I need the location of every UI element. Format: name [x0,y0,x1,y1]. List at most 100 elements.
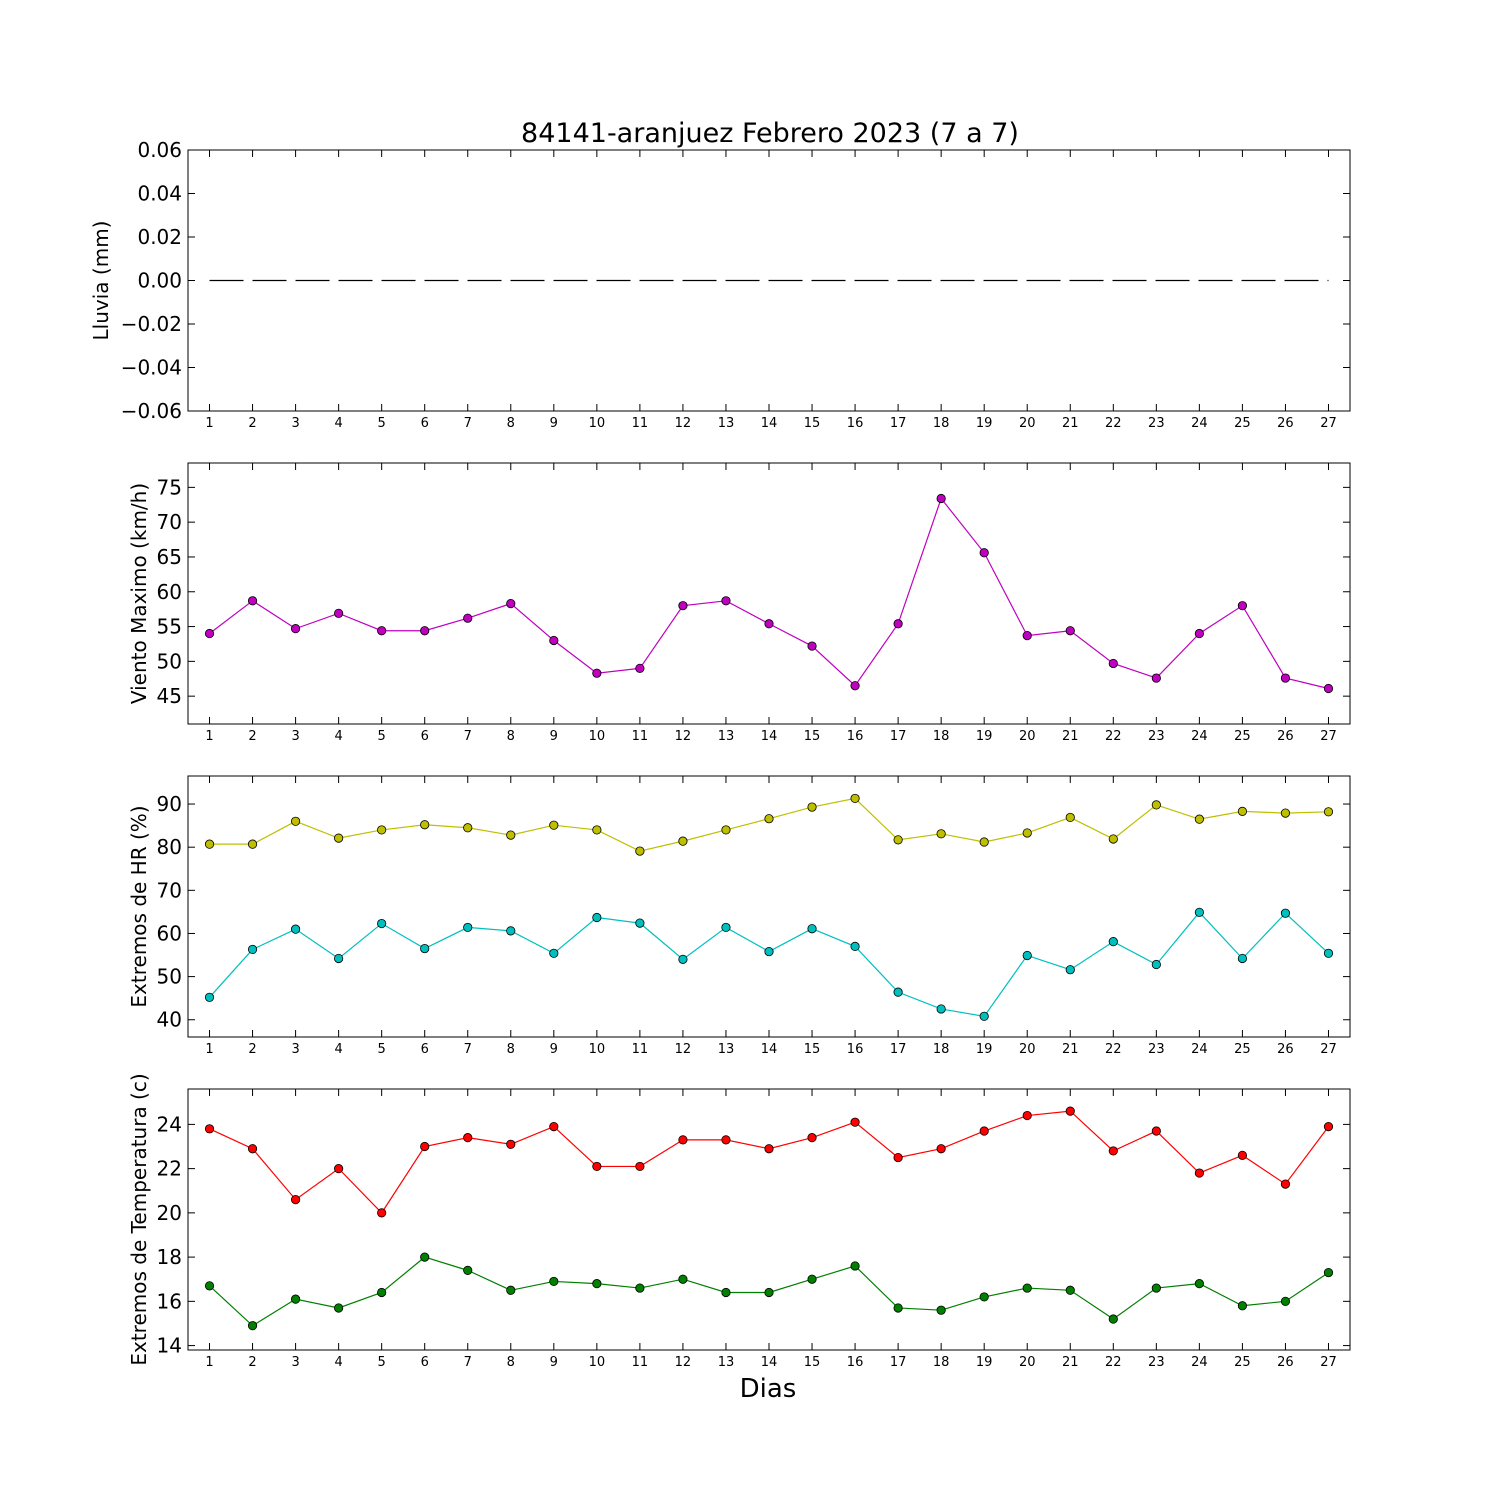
x-tick-label: 19 [976,1355,993,1370]
x-tick-label: 12 [675,1355,692,1370]
data-point [334,1164,344,1174]
x-tick-label: 12 [675,416,692,431]
x-tick-label: 24 [1191,416,1208,431]
data-point [1108,1314,1118,1324]
data-point [1151,1126,1161,1136]
x-tick-label: 4 [334,729,342,744]
data-point [1065,812,1075,823]
data-point [850,681,860,691]
data-point [979,1011,989,1021]
x-tick-label: 21 [1062,1042,1079,1057]
x-tick-label: 6 [421,1042,429,1057]
x-tick-label: 9 [550,416,558,431]
x-tick-label: 3 [291,1042,299,1057]
x-tick-label: 1 [205,416,213,431]
y-tick-label: 40 [157,1008,182,1032]
data-point [549,1122,559,1132]
data-point [334,953,344,964]
data-point [721,1135,731,1145]
data-point [721,825,731,835]
x-tick-label: 11 [632,729,649,744]
data-point [290,924,301,934]
x-tick-label: 5 [378,1042,386,1057]
x-tick-label: 16 [847,416,864,431]
data-point [893,1303,903,1313]
data-point [204,1124,215,1134]
data-point [1323,1267,1334,1278]
data-point [678,836,688,846]
x-tick-label: 25 [1234,729,1251,744]
data-point [334,608,344,618]
x-tick-label: 4 [334,1042,342,1057]
data-point [635,846,645,856]
x-tick-label: 23 [1148,729,1165,744]
data-point [807,802,817,812]
data-point [1194,907,1204,917]
data-point [334,1303,344,1313]
data-point [979,1126,989,1136]
y-axis-label: Extremos de HR (%) [127,805,151,1007]
data-point [247,839,258,849]
data-point [377,918,387,929]
x-tick-label: 1 [205,1355,213,1370]
x-tick-label: 27 [1320,1042,1337,1057]
data-point [420,1252,430,1262]
x-tick-label: 4 [334,416,342,431]
data-point [420,1141,430,1152]
y-tick-label: 65 [157,545,182,569]
data-point [204,839,215,849]
data-point [1108,937,1118,947]
y-tick-label: 90 [157,792,182,816]
data-point [893,619,903,629]
x-tick-label: 19 [976,729,993,744]
data-point [1194,1168,1204,1178]
x-tick-label: 2 [248,1042,256,1057]
x-tick-label: 5 [378,1355,386,1370]
x-tick-label: 20 [1019,416,1036,431]
y-tick-label: 45 [157,684,182,708]
y-tick-label: 22 [157,1157,182,1181]
x-tick-label: 18 [933,1042,950,1057]
x-tick-label: 3 [291,1355,299,1370]
data-point [807,641,817,651]
data-point [979,837,989,847]
y-axis-label: Viento Maximo (km/h) [127,483,151,704]
data-point [1280,673,1291,683]
x-tick-label: 22 [1105,416,1122,431]
data-point [1323,683,1334,694]
y-tick-label: 20 [157,1201,182,1225]
x-tick-label: 6 [421,416,429,431]
data-point [463,1133,473,1143]
data-point [936,829,946,839]
data-point [592,668,602,678]
x-tick-label: 24 [1191,1355,1208,1370]
data-point [506,830,516,840]
x-tick-label: 27 [1320,729,1337,744]
data-point [721,1287,731,1298]
data-point [1237,1150,1248,1160]
x-tick-label: 11 [632,1042,649,1057]
y-tick-label: 60 [157,921,182,945]
data-point [893,987,903,997]
data-point [1151,800,1161,810]
data-point [549,1276,559,1287]
x-tick-label: 18 [933,1355,950,1370]
y-tick-label: 50 [157,965,182,989]
x-tick-label: 7 [464,729,472,744]
data-point [850,1261,860,1271]
x-tick-label: 24 [1191,729,1208,744]
x-tick-label: 23 [1148,416,1165,431]
x-tick-label: 10 [589,1355,606,1370]
data-point [678,1135,688,1145]
x-tick-label: 21 [1062,416,1079,431]
data-point [420,820,430,830]
x-tick-label: 8 [507,416,515,431]
data-point [1280,1179,1291,1189]
x-tick-label: 16 [847,1042,864,1057]
x-tick-label: 14 [761,729,778,744]
x-tick-label: 2 [248,416,256,431]
data-point [764,619,774,629]
x-tick-label: 22 [1105,1042,1122,1057]
y-tick-label: 0.00 [137,269,182,293]
